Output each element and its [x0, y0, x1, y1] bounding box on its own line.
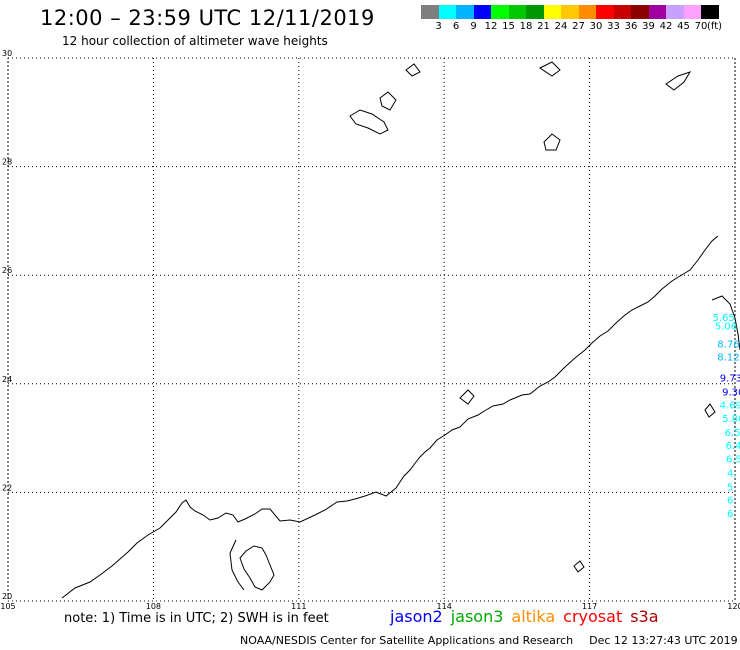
legend-swatch	[648, 5, 666, 19]
swh-value-label: 5.65	[712, 313, 734, 324]
coastline	[61, 61, 740, 599]
swh-value-label: 6.5	[725, 428, 740, 439]
x-tick-label: 117	[582, 602, 597, 611]
island-penghu	[704, 403, 716, 418]
y-tick-label: 26	[2, 266, 12, 275]
legend-swatch	[631, 5, 649, 19]
color-legend: (ft) 3 6 9 12 15 18 21 24 27 30 33 36 39 42 45 70	[421, 5, 740, 33]
coastline-south-china	[61, 235, 719, 599]
map-frame	[7, 57, 736, 602]
satellite-track: 5.655.06 8.76 8.12 9.73 9.30 4.69 5.86 6.5 6.4 6.…	[712, 313, 740, 520]
legend-label: 27	[572, 21, 585, 32]
legend-label: 39	[642, 21, 655, 32]
swh-value-label: 4.69	[720, 400, 740, 411]
y-tick-label: 28	[2, 158, 12, 167]
legend-label: 6	[452, 21, 460, 32]
x-tick-label: 114	[437, 602, 452, 611]
legend-label: 70	[694, 21, 708, 32]
legend-unit: (ft)	[707, 21, 723, 32]
swh-value-label: 6.5	[726, 455, 740, 466]
footer-note: note: 1) Time is in UTC; 2) SWH is in fe…	[64, 611, 329, 626]
swh-value-label: 5	[727, 482, 733, 493]
map-title: 12:00 – 23:59 UTC 12/11/2019	[40, 6, 375, 30]
legend-swatch	[438, 5, 456, 19]
y-tick-label: 30	[2, 49, 12, 58]
legend-swatch	[596, 5, 614, 19]
legend-label: 3	[435, 21, 442, 32]
swh-value-label: 4.	[727, 468, 737, 479]
swh-value-label: 8.76	[717, 340, 739, 351]
legend-label: 21	[537, 21, 550, 32]
graticule	[7, 57, 736, 602]
swh-value-label: 6	[727, 509, 733, 520]
legend-swatch-row	[421, 5, 740, 19]
legend-swatch	[473, 5, 491, 19]
x-tick-label: 108	[146, 602, 161, 611]
legend-label: 18	[519, 21, 533, 32]
legend-swatch	[613, 5, 631, 19]
x-tick-label: 120	[727, 602, 740, 611]
satellite-name: jason2	[390, 607, 443, 626]
legend-swatch	[701, 5, 719, 19]
coastline-inlet	[229, 539, 245, 591]
coastline-leizhou	[239, 545, 275, 591]
legend-label: 42	[659, 21, 673, 32]
legend-label: 9	[470, 21, 477, 32]
footer-credit: NOAA/NESDIS Center for Satellite Applica…	[240, 634, 738, 647]
coastline-taiwan	[711, 295, 740, 351]
map-subtitle: 12 hour collection of altimeter wave hei…	[62, 34, 328, 48]
legend-swatch	[421, 5, 439, 19]
swh-value-label: 5.86	[722, 414, 740, 425]
y-tick-label: 20	[2, 592, 12, 601]
swh-value-label: 6	[727, 495, 733, 506]
x-tick-label: 111	[291, 602, 306, 611]
legend-label: 45	[677, 21, 690, 32]
island-nanao	[459, 389, 475, 405]
swh-value-label: 9.73	[720, 373, 740, 384]
legend-swatch	[683, 5, 701, 19]
credit-text: NOAA/NESDIS Center for Satellite Applica…	[240, 634, 574, 647]
legend-swatch	[508, 5, 526, 19]
legend-label: 15	[502, 21, 515, 32]
island-dongsha	[573, 560, 585, 573]
legend-label: 24	[554, 21, 568, 32]
legend-label: 30	[589, 21, 603, 32]
river-north	[405, 63, 421, 77]
lake-poyang	[379, 91, 397, 111]
satellite-name: jason3	[450, 607, 504, 626]
legend-swatch	[491, 5, 509, 19]
lake-east	[665, 71, 692, 91]
legend-swatch	[578, 5, 596, 19]
generation-timestamp: Dec 12 13:27:43 UTC 2019	[589, 634, 738, 647]
lake-small	[543, 133, 561, 151]
y-tick-label: 22	[2, 483, 12, 492]
legend-swatch	[526, 5, 544, 19]
legend-label: 12	[484, 21, 498, 32]
legend-swatch	[561, 5, 579, 19]
satellite-name: cryosat	[563, 607, 623, 626]
legend-label: 33	[607, 21, 620, 32]
x-tick-label: 105	[0, 602, 15, 611]
legend-label-row: (ft) 3 6 9 12 15 18 21 24 27 30 33 36 39 42 45 70	[421, 19, 740, 33]
legend-swatch	[666, 5, 684, 19]
legend-swatch	[543, 5, 561, 19]
lake-dongting	[349, 109, 389, 135]
swh-value-label: 6.4	[726, 441, 740, 452]
swh-value-label: 5.06	[715, 322, 737, 333]
legend-swatch	[456, 5, 474, 19]
lake-north	[539, 61, 561, 77]
satellite-name: s3a	[630, 607, 659, 626]
swh-value-label: 8.12	[717, 353, 739, 364]
axis-ticks: 105 108 111 114 117 120 20 22 24 26 28 30	[0, 49, 740, 611]
y-tick-label: 24	[2, 375, 12, 384]
legend-label: 36	[624, 21, 638, 32]
satellite-legend: jason2 jason3 altika cryosat s3a	[390, 607, 667, 626]
swh-value-label: 9.30	[722, 387, 740, 398]
satellite-name: altika	[511, 607, 556, 626]
